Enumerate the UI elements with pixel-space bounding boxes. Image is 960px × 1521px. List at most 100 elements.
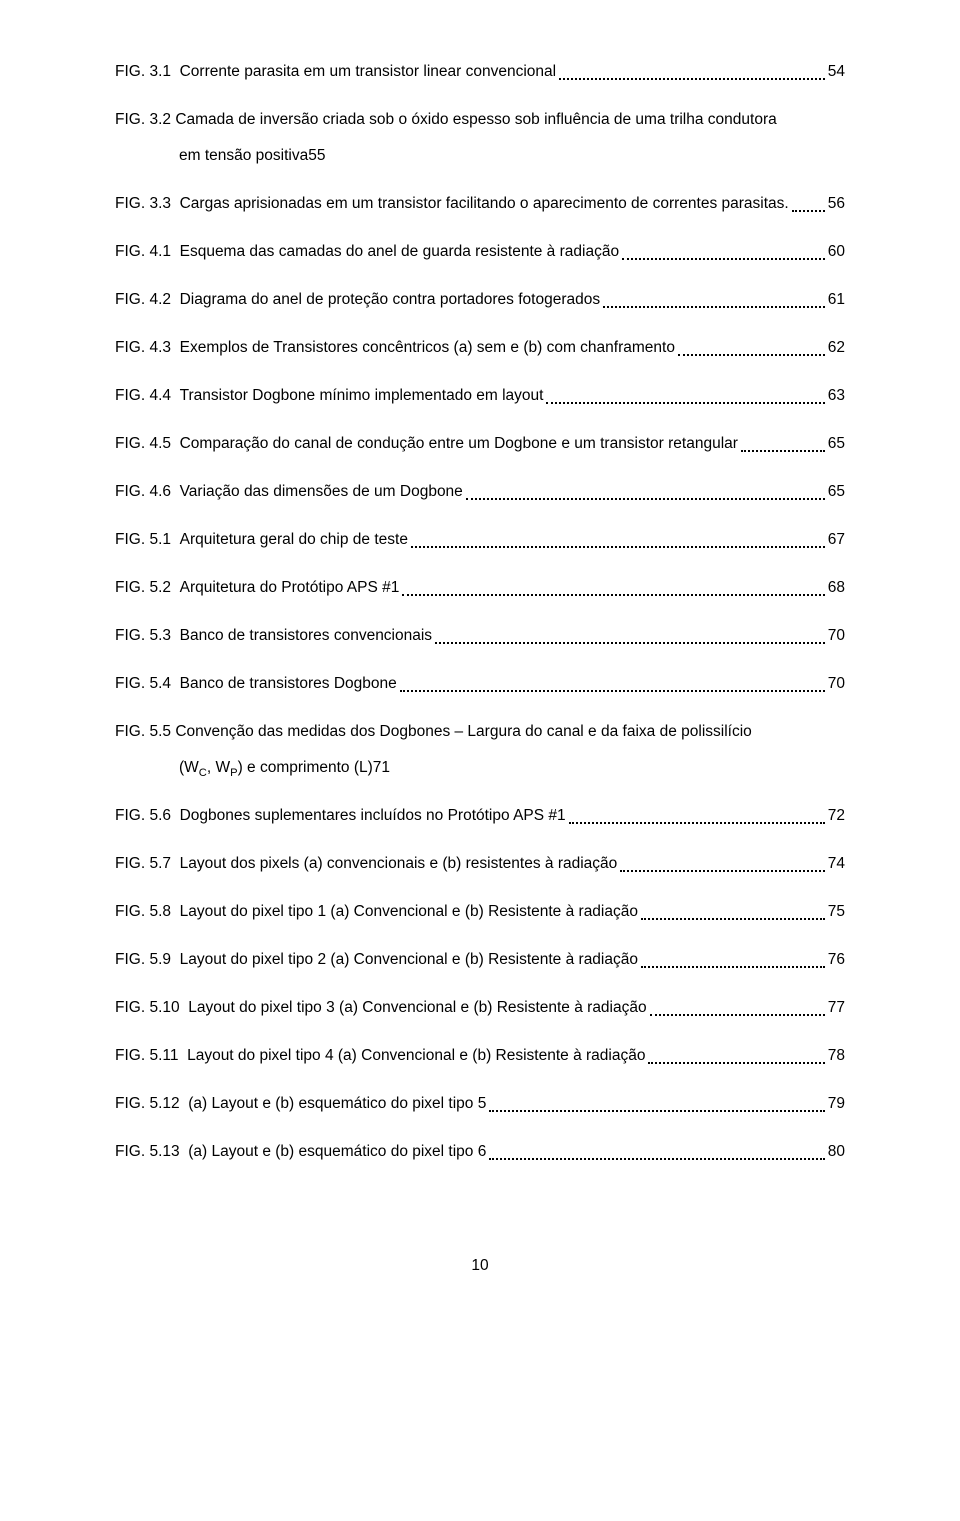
entry-label: FIG. 4.3: [115, 336, 180, 360]
entry-title: Layout do pixel tipo 1 (a) Convencional …: [180, 900, 638, 924]
leader-dots: [400, 678, 825, 692]
entry-page: 65: [828, 432, 845, 456]
toc-entry: FIG. 5.8 Layout do pixel tipo 1 (a) Conv…: [115, 900, 845, 924]
entry-title: Dogbones suplementares incluídos no Prot…: [180, 804, 566, 828]
toc-entry: FIG. 3.3 Cargas aprisionadas em um trans…: [115, 192, 845, 216]
leader-dots: [402, 582, 824, 596]
entry-page: 54: [828, 60, 845, 84]
page: FIG. 3.1 Corrente parasita em um transis…: [0, 0, 960, 1318]
toc-entry: FIG. 5.11 Layout do pixel tipo 4 (a) Con…: [115, 1044, 845, 1068]
entry-title: Corrente parasita em um transistor linea…: [180, 60, 556, 84]
entry-label: FIG. 3.2: [115, 111, 175, 128]
entry-label: FIG. 5.12: [115, 1092, 188, 1116]
leader-dots: [569, 810, 825, 824]
entry-title: Arquitetura geral do chip de teste: [180, 528, 408, 552]
leader-dots: [466, 486, 825, 500]
entry-label: FIG. 5.7: [115, 852, 180, 876]
leader-dots: [546, 390, 824, 404]
entry-title: Layout dos pixels (a) convencionais e (b…: [180, 852, 618, 876]
entry-label: FIG. 3.3: [115, 192, 180, 216]
entry-title: Transistor Dogbone mínimo implementado e…: [180, 384, 544, 408]
toc-entry: FIG. 5.9 Layout do pixel tipo 2 (a) Conv…: [115, 948, 845, 972]
entry-page: 77: [828, 996, 845, 1020]
entry-label: FIG. 5.10: [115, 996, 188, 1020]
entry-page: 72: [828, 804, 845, 828]
toc-entry: FIG. 4.1 Esquema das camadas do anel de …: [115, 240, 845, 264]
entry-title: Banco de transistores convencionais: [180, 624, 432, 648]
entry-page: 75: [828, 900, 845, 924]
entry-page: 55: [308, 144, 325, 168]
entry-label: FIG. 5.3: [115, 624, 180, 648]
entry-page: 80: [828, 1140, 845, 1164]
toc-entry: FIG. 5.12 (a) Layout e (b) esquemático d…: [115, 1092, 845, 1116]
figure-list: FIG. 3.1 Corrente parasita em um transis…: [115, 60, 845, 1164]
entry-title: Exemplos de Transistores concêntricos (a…: [180, 336, 675, 360]
entry-label: FIG. 4.5: [115, 432, 180, 456]
entry-title: (a) Layout e (b) esquemático do pixel ti…: [188, 1140, 486, 1164]
entry-page: 76: [828, 948, 845, 972]
leader-dots: [489, 1098, 824, 1112]
toc-entry: FIG. 5.13 (a) Layout e (b) esquemático d…: [115, 1140, 845, 1164]
entry-title: Cargas aprisionadas em um transistor fac…: [180, 192, 789, 216]
toc-entry: FIG. 4.4 Transistor Dogbone mínimo imple…: [115, 384, 845, 408]
toc-entry: FIG. 5.1 Arquitetura geral do chip de te…: [115, 528, 845, 552]
entry-label: FIG. 3.1: [115, 60, 180, 84]
page-number: 10: [115, 1254, 845, 1278]
leader-dots: [641, 906, 825, 920]
leader-dots: [603, 294, 825, 308]
entry-second-line: (WC, WP) e comprimento (L) 71: [115, 756, 845, 780]
entry-page: 63: [828, 384, 845, 408]
entry-label: FIG. 5.5: [115, 723, 175, 740]
toc-entry: FIG. 5.6 Dogbones suplementares incluído…: [115, 804, 845, 828]
entry-page: 67: [828, 528, 845, 552]
toc-entry: FIG. 4.2 Diagrama do anel de proteção co…: [115, 288, 845, 312]
toc-entry: FIG. 5.3 Banco de transistores convencio…: [115, 624, 845, 648]
entry-page: 74: [828, 852, 845, 876]
entry-title: Esquema das camadas do anel de guarda re…: [180, 240, 619, 264]
entry-title: Diagrama do anel de proteção contra port…: [180, 288, 601, 312]
entry-page: 68: [828, 576, 845, 600]
entry-page: 61: [828, 288, 845, 312]
entry-label: FIG. 4.6: [115, 480, 180, 504]
entry-label: FIG. 5.2: [115, 576, 180, 600]
entry-label: FIG. 5.8: [115, 900, 180, 924]
toc-entry: FIG. 5.5 Convenção das medidas dos Dogbo…: [115, 720, 845, 780]
entry-page: 62: [828, 336, 845, 360]
leader-dots: [641, 954, 825, 968]
entry-title-top: Convenção das medidas dos Dogbones – Lar…: [175, 723, 751, 740]
toc-entry: FIG. 5.4 Banco de transistores Dogbone 7…: [115, 672, 845, 696]
leader-dots: [620, 858, 824, 872]
entry-page: 56: [828, 192, 845, 216]
entry-title-bottom: em tensão positiva: [115, 144, 308, 168]
leader-dots: [792, 198, 825, 212]
toc-entry: FIG. 5.7 Layout dos pixels (a) convencio…: [115, 852, 845, 876]
entry-label: FIG. 5.11: [115, 1044, 187, 1068]
entry-label: FIG. 5.1: [115, 528, 180, 552]
entry-first-line: FIG. 5.5 Convenção das medidas dos Dogbo…: [115, 720, 845, 744]
entry-label: FIG. 5.4: [115, 672, 180, 696]
entry-title: Banco de transistores Dogbone: [180, 672, 397, 696]
entry-label: FIG. 4.4: [115, 384, 180, 408]
toc-entry: FIG. 3.2 Camada de inversão criada sob o…: [115, 108, 845, 168]
toc-entry: FIG. 4.5 Comparação do canal de condução…: [115, 432, 845, 456]
entry-label: FIG. 5.13: [115, 1140, 188, 1164]
entry-title: (a) Layout e (b) esquemático do pixel ti…: [188, 1092, 486, 1116]
entry-title: Layout do pixel tipo 3 (a) Convencional …: [188, 996, 646, 1020]
toc-entry: FIG. 3.1 Corrente parasita em um transis…: [115, 60, 845, 84]
toc-entry: FIG. 5.10 Layout do pixel tipo 3 (a) Con…: [115, 996, 845, 1020]
leader-dots: [741, 438, 825, 452]
entry-page: 60: [828, 240, 845, 264]
entry-page: 71: [373, 756, 390, 780]
entry-label: FIG. 5.6: [115, 804, 180, 828]
entry-page: 65: [828, 480, 845, 504]
toc-entry: FIG. 4.3 Exemplos de Transistores concên…: [115, 336, 845, 360]
leader-dots: [411, 534, 825, 548]
entry-first-line: FIG. 3.2 Camada de inversão criada sob o…: [115, 108, 845, 132]
leader-dots: [648, 1050, 824, 1064]
entry-title-bottom: (WC, WP) e comprimento (L): [115, 756, 373, 780]
leader-dots: [435, 630, 825, 644]
entry-title-top: Camada de inversão criada sob o óxido es…: [175, 111, 776, 128]
entry-title: Arquitetura do Protótipo APS #1: [180, 576, 400, 600]
entry-page: 70: [828, 624, 845, 648]
entry-label: FIG. 4.1: [115, 240, 180, 264]
